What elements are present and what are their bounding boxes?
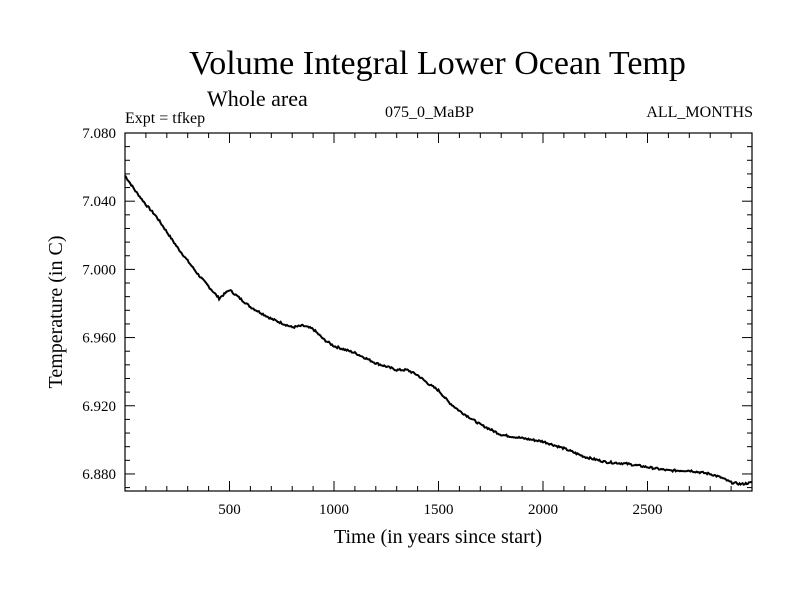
experiment-label: Expt = tfkep [125,110,206,127]
x-tick-label: 1500 [424,502,454,518]
x-tick-label: 2500 [633,502,663,518]
y-axis-label: Temperature (in C) [45,236,67,389]
y-tick-label: 7.000 [82,262,116,278]
plot-frame [124,132,753,492]
x-tick-label: 2000 [528,502,558,518]
axis-ticks [125,132,752,491]
y-tick-label: 7.040 [82,194,116,210]
y-tick-label: 6.960 [82,331,116,347]
x-tick-labels: 500 1000 1500 2000 2500 [218,502,662,518]
y-tick-label: 6.920 [82,399,116,415]
months-label: ALL_MONTHS [646,104,753,121]
y-tick-label: 6.880 [82,467,116,483]
x-axis-label: Time (in years since start) [334,526,542,548]
chart-title: Volume Integral Lower Ocean Temp [189,45,686,82]
x-tick-label: 500 [218,502,241,518]
y-tick-label: 7.080 [82,126,116,142]
x-tick-label: 1000 [319,502,349,518]
y-tick-labels: 6.880 6.920 6.960 7.000 7.040 7.080 [82,126,116,483]
temperature-series-line [124,175,753,486]
chart-subtitle: Whole area [207,86,308,111]
run-id-label: 075_0_MaBP [385,104,474,121]
